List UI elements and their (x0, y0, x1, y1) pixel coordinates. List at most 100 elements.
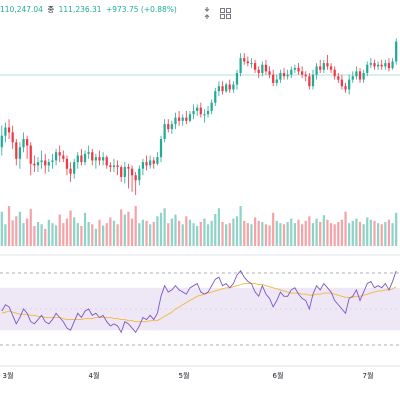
candle-body (123, 167, 126, 177)
candle-body (29, 145, 32, 164)
volume-bar (391, 223, 394, 246)
candle-body (177, 117, 181, 121)
volume-bar (315, 218, 318, 246)
volume-bar (112, 220, 116, 246)
legend-close-label: 종 (47, 5, 55, 14)
candle-body (36, 162, 40, 166)
candle-body (174, 117, 177, 125)
candle-body (120, 167, 123, 177)
volume-bar (221, 222, 224, 246)
volume-bar (362, 224, 365, 246)
volume-bar (243, 220, 246, 246)
volume-bar (275, 220, 278, 246)
candle-body (58, 152, 61, 156)
candle-body (239, 58, 242, 73)
candle-body (257, 69, 260, 73)
volume-bar (141, 219, 145, 246)
candle-body (225, 84, 228, 92)
candle-body (109, 165, 112, 168)
candle-body (217, 86, 221, 92)
candle-body (62, 155, 65, 159)
candle-body (337, 76, 340, 80)
volume-bar (344, 211, 347, 246)
volume-bar (98, 219, 101, 246)
volume-bar (163, 208, 166, 246)
candle-body (300, 71, 304, 75)
candle-body (101, 157, 105, 161)
volume-bar (395, 212, 398, 246)
volume-bar (47, 219, 50, 246)
volume-bar (228, 223, 231, 246)
volume-bar (54, 225, 58, 246)
candle-body (7, 127, 11, 133)
arrows-compress-icon[interactable] (201, 6, 213, 20)
volume-bar (167, 223, 170, 246)
volume-bar (348, 223, 351, 246)
candle-body (152, 160, 155, 164)
candle-body (250, 63, 253, 65)
candle-body (15, 142, 18, 159)
volume-bar (29, 208, 32, 246)
volume-bar (235, 216, 239, 246)
candle-body (127, 167, 130, 169)
candle-body (272, 74, 275, 83)
volume-bar (58, 214, 61, 246)
volume-bar (44, 228, 47, 246)
x-axis-label-may: 5월 (178, 372, 190, 380)
volume-bar (376, 223, 380, 246)
candle-body (264, 64, 268, 72)
volume-bar (366, 217, 369, 246)
candle-body (40, 160, 43, 163)
candle-body (167, 124, 170, 130)
candle-body (73, 162, 76, 174)
volume-bar (369, 219, 372, 246)
candle-body (138, 168, 141, 181)
volume-bar (337, 222, 340, 246)
volume-bar (387, 219, 391, 246)
candle-body (351, 76, 354, 80)
candle-body (54, 152, 58, 161)
volume-bar (297, 219, 300, 246)
volume-bar (11, 220, 14, 246)
volume-bar (177, 220, 181, 246)
candle-body (76, 155, 79, 163)
grid-icon[interactable] (219, 6, 231, 20)
legend-close-value: 111,236.31 (58, 5, 102, 14)
volume-bar (340, 219, 344, 246)
candle-body (275, 79, 278, 83)
candle-body (134, 175, 137, 181)
volume-bar (232, 218, 235, 246)
rsi-line (1, 270, 397, 334)
volume-bar (217, 208, 221, 246)
volume-bar (279, 223, 282, 246)
candle-body (116, 165, 119, 168)
candle-body (83, 153, 87, 163)
candle-body (145, 162, 148, 166)
candle-body (0, 135, 3, 148)
candle-body (105, 157, 108, 166)
volume-bar (380, 224, 383, 246)
candle-body (246, 61, 249, 64)
candle-body (261, 64, 264, 73)
volume-bar (203, 218, 206, 246)
volume-bar (127, 211, 130, 246)
volume-bar (250, 224, 253, 246)
volume-bar (326, 219, 329, 246)
volume-bar (300, 224, 304, 246)
volume-bar (319, 222, 322, 246)
volume-bar (329, 223, 333, 246)
candle-body (163, 124, 166, 139)
candle-body (26, 139, 29, 146)
candle-body (235, 73, 239, 85)
volume-bar (51, 223, 54, 246)
volume-bar (138, 223, 141, 246)
candle-body (221, 86, 224, 92)
candle-body (196, 107, 199, 111)
candle-body (355, 71, 358, 77)
volume-bar (199, 222, 202, 246)
candle-body (253, 63, 257, 70)
candle-body (185, 117, 188, 121)
candle-body (286, 74, 289, 77)
candle-body (112, 165, 116, 168)
